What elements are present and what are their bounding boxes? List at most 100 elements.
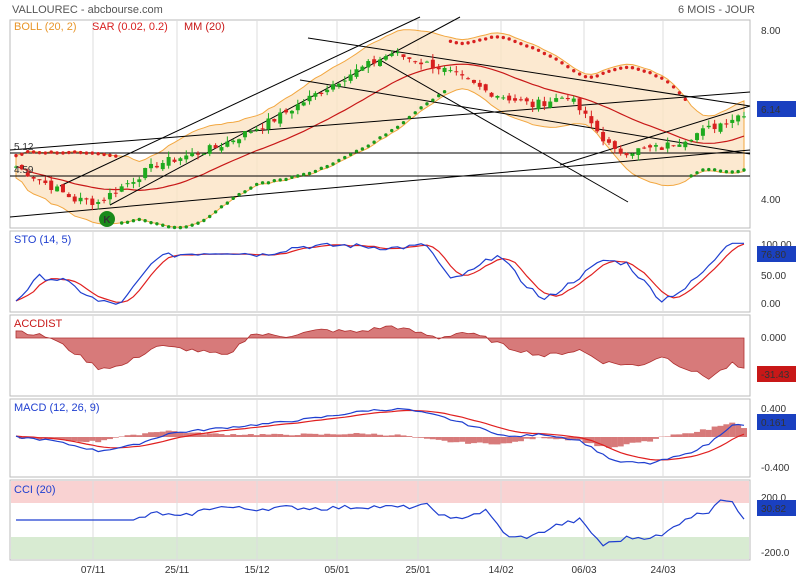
- cci-line: [16, 499, 745, 547]
- macd-histogram-bar: [482, 437, 489, 444]
- candle-body: [513, 98, 518, 101]
- candle-body: [231, 140, 236, 143]
- candle-body: [31, 176, 36, 179]
- legend-mm: MM (20): [184, 21, 225, 33]
- sar-dot: [542, 51, 547, 56]
- sar-dot: [307, 171, 312, 176]
- macd-histogram-bar: [136, 435, 143, 437]
- macd-histogram-bar: [717, 425, 724, 437]
- candle-body: [25, 172, 30, 177]
- sar-dot: [536, 48, 541, 52]
- candle-body: [601, 131, 606, 142]
- sar-dot: [161, 223, 165, 227]
- sar-dot: [31, 150, 36, 154]
- sar-dot: [730, 170, 734, 174]
- sar-dot: [143, 219, 147, 223]
- trend-line-6: [299, 79, 751, 155]
- macd-histogram-bar: [523, 437, 530, 439]
- sar-dot: [407, 115, 412, 120]
- trend-line-1: [9, 149, 751, 218]
- sar-dot: [225, 201, 230, 205]
- panel-frame-2: [9, 230, 751, 313]
- candle-body: [659, 147, 664, 150]
- candle-body: [530, 101, 535, 108]
- sar-dot: [566, 65, 570, 69]
- tick-main-top: 8.00: [761, 26, 781, 37]
- macd-histogram-bar: [453, 437, 460, 443]
- sar-dot: [37, 150, 42, 155]
- candle-body: [630, 153, 635, 156]
- sar-dot: [219, 205, 224, 209]
- candle-body: [284, 109, 289, 113]
- cci-badge: [757, 500, 796, 516]
- candle-body: [325, 89, 330, 93]
- sar-dot: [613, 67, 617, 72]
- macd-histogram-bar: [306, 433, 313, 437]
- macd-histogram-bar: [200, 434, 207, 437]
- macd-histogram-bar: [576, 437, 583, 440]
- sar-dot: [607, 69, 611, 73]
- macd-histogram-bar: [676, 434, 683, 437]
- plot-content: [9, 16, 751, 547]
- candle-body: [178, 158, 183, 161]
- macd-histogram-bar: [729, 422, 736, 437]
- macd-histogram-bar: [118, 436, 125, 437]
- macd-histogram-bar: [218, 434, 225, 437]
- sar-dot: [272, 178, 277, 183]
- candle-body: [695, 133, 700, 141]
- candle-body: [483, 84, 488, 91]
- macd-histogram-bar: [265, 434, 272, 437]
- sar-dot: [301, 172, 306, 177]
- sar-dot: [448, 39, 453, 44]
- candle-body: [583, 110, 588, 114]
- sar-dot: [155, 222, 159, 226]
- sar-dot: [278, 178, 282, 182]
- sar-dot: [260, 181, 265, 185]
- sar-dot: [519, 41, 523, 46]
- candle-body: [389, 53, 394, 56]
- macd-histogram-bar: [541, 437, 548, 439]
- candle-body: [266, 118, 271, 130]
- macd-histogram-bar: [664, 436, 671, 437]
- sar-dot: [472, 39, 476, 44]
- candle-body: [430, 59, 435, 69]
- candle-body: [348, 74, 353, 81]
- sar-dot: [61, 151, 65, 155]
- macd-histogram-bar: [652, 437, 659, 439]
- candle-body: [424, 61, 429, 63]
- macd-histogram-bar: [300, 433, 307, 437]
- sar-dot: [665, 80, 670, 84]
- sar-dot: [20, 152, 24, 157]
- sar-dot: [196, 221, 200, 225]
- x-label-7: 06/03: [571, 565, 596, 576]
- macd-histogram-bar: [259, 434, 266, 437]
- macd-histogram-bar: [177, 432, 184, 437]
- accdist-badge-value: -31.43: [761, 370, 790, 381]
- sto-tick-0: 0.00: [761, 299, 781, 310]
- macd-histogram-bar: [224, 435, 231, 437]
- macd-histogram-bar: [641, 437, 648, 442]
- candle-body: [618, 148, 623, 154]
- macd-line: [15, 407, 745, 465]
- candle-body: [460, 74, 465, 76]
- candle-body: [90, 198, 95, 206]
- macd-histogram-bar: [694, 431, 701, 437]
- candle-body: [642, 147, 647, 149]
- macd-histogram-bar: [447, 437, 454, 443]
- trend-line-8: [559, 105, 751, 166]
- candle-body: [14, 166, 18, 168]
- candle-body: [742, 116, 746, 118]
- sar-dot: [208, 214, 212, 219]
- candle-body: [43, 180, 48, 184]
- macd-histogram-bar: [65, 437, 72, 442]
- sar-dot: [530, 46, 535, 50]
- macd-histogram-bar: [418, 437, 425, 438]
- candle-body: [342, 80, 347, 82]
- sar-dot: [419, 106, 423, 110]
- sar-dot: [67, 150, 71, 155]
- candle-body: [102, 199, 107, 201]
- macd-histogram-bar: [324, 433, 331, 437]
- candle-body: [595, 120, 600, 132]
- macd-badge: [757, 414, 796, 430]
- candle-body: [166, 156, 171, 166]
